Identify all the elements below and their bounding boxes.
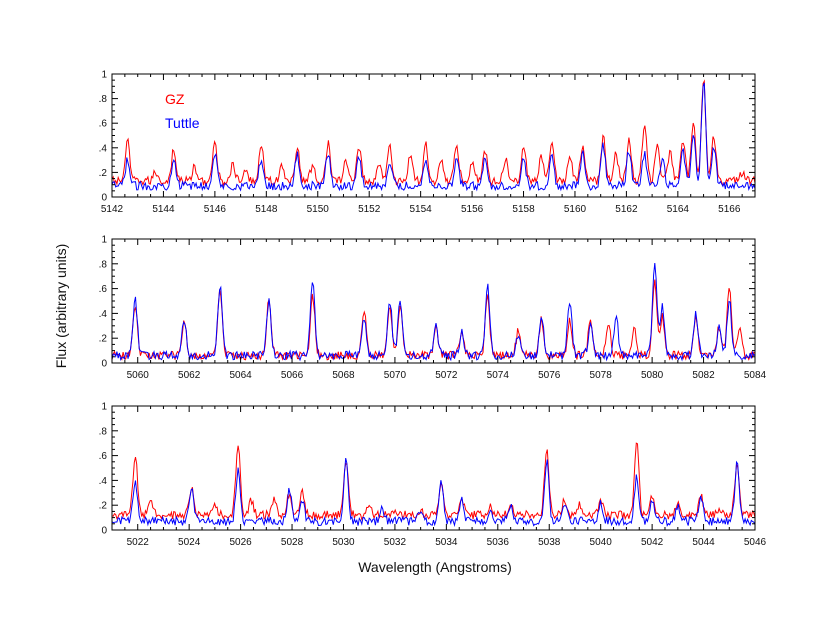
x-tick-label: 5034: [435, 537, 458, 548]
y-tick-label: 0: [101, 526, 107, 537]
series-line-tuttle: [111, 457, 756, 528]
x-axis-label: Wavelength (Angstroms): [358, 559, 512, 575]
x-tick-label: 5042: [641, 537, 664, 548]
y-axis-label: Flux (arbitrary units): [53, 244, 69, 368]
x-tick-label: 5074: [487, 370, 510, 381]
x-tick-label: 5162: [615, 204, 638, 215]
x-tick-label: 5166: [718, 204, 741, 215]
x-tick-label: 5032: [384, 537, 407, 548]
y-tick-label: 1: [101, 235, 107, 246]
x-tick-label: 5066: [281, 370, 304, 381]
y-tick-label: .8: [99, 94, 108, 105]
y-tick-label: .2: [99, 501, 108, 512]
x-tick-label: 5072: [435, 370, 458, 381]
x-tick-label: 5064: [229, 370, 252, 381]
y-tick-label: 1: [101, 402, 107, 413]
panel-1: 5142 5144 5146 5148 5150 5152 5154 5156 5158 5160…: [99, 70, 756, 215]
x-tick-label: 5028: [281, 537, 304, 548]
y-tick-label: .2: [99, 168, 108, 179]
x-tick-label: 5040: [590, 537, 613, 548]
plot-frame: [111, 405, 756, 531]
x-tick-label: 5026: [229, 537, 252, 548]
panels-group: 5142 5144 5146 5148 5150 5152 5154 5156 5158 5160…: [99, 70, 767, 549]
x-tick-label: 5024: [178, 537, 201, 548]
x-tick-label: 5076: [538, 370, 561, 381]
x-tick-label: 5046: [744, 537, 767, 548]
x-tick-label: 5152: [358, 204, 381, 215]
x-tick-label: 5038: [538, 537, 561, 548]
y-tick-label: .8: [99, 426, 108, 437]
x-tick-label: 5082: [692, 370, 715, 381]
series-line-gz: [111, 79, 756, 187]
x-tick-label: 5164: [667, 204, 690, 215]
x-tick-label: 5036: [487, 537, 510, 548]
x-tick-label: 5078: [590, 370, 613, 381]
x-tick-label: 5068: [332, 370, 355, 381]
legend-entry-tuttle: Tuttle: [165, 115, 200, 131]
y-tick-label: 0: [101, 193, 107, 204]
x-tick-label: 5142: [101, 204, 124, 215]
x-tick-label: 5146: [204, 204, 227, 215]
y-tick-label: .8: [99, 259, 108, 270]
series-line-gz: [111, 442, 756, 522]
y-tick-label: .4: [99, 143, 108, 154]
series-line-tuttle: [111, 82, 756, 192]
x-tick-label: 5030: [332, 537, 355, 548]
x-tick-label: 5060: [127, 370, 150, 381]
series-line-tuttle: [111, 263, 756, 362]
x-tick-label: 5150: [307, 204, 330, 215]
x-tick-label: 5062: [178, 370, 201, 381]
x-tick-label: 5044: [692, 537, 715, 548]
y-tick-label: .4: [99, 476, 108, 487]
y-tick-label: 1: [101, 70, 107, 81]
x-tick-label: 5148: [255, 204, 278, 215]
y-tick-label: .4: [99, 309, 108, 320]
x-tick-label: 5154: [410, 204, 433, 215]
x-tick-label: 5070: [384, 370, 407, 381]
x-tick-label: 5080: [641, 370, 664, 381]
x-tick-label: 5158: [512, 204, 535, 215]
x-tick-label: 5160: [564, 204, 587, 215]
x-tick-label: 5022: [127, 537, 150, 548]
legend-entry-gz: GZ: [165, 91, 185, 107]
x-tick-label: 5156: [461, 204, 484, 215]
y-tick-label: .6: [99, 119, 108, 130]
y-tick-label: 0: [101, 359, 107, 370]
y-tick-label: .6: [99, 284, 108, 295]
x-tick-label: 5144: [152, 204, 175, 215]
panel-3: 5022 5024 5026 5028 5030 5032 5034 5036 5038 5040…: [99, 402, 767, 549]
x-tick-label: 5084: [744, 370, 767, 381]
panel-2: 5060 5062 5064 5066 5068 5070 5072 5074 5076 5078…: [99, 235, 767, 382]
y-tick-label: .6: [99, 451, 108, 462]
y-tick-label: .2: [99, 334, 108, 345]
